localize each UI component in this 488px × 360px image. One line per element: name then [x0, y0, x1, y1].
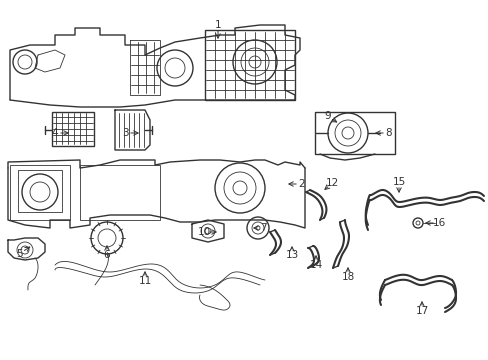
Text: 17: 17	[414, 306, 428, 316]
Bar	[204, 30, 294, 100]
Text: 13: 13	[285, 250, 298, 260]
Bar	[10, 165, 70, 220]
Text: 5: 5	[16, 249, 23, 258]
Text: 6: 6	[103, 250, 110, 260]
Text: 4: 4	[52, 128, 58, 138]
Bar	[314, 112, 394, 154]
Text: 1: 1	[214, 20, 221, 30]
Bar	[80, 165, 160, 220]
Text: 7: 7	[259, 223, 266, 233]
Text: 10: 10	[197, 227, 210, 237]
Bar	[18, 170, 62, 212]
Text: 14: 14	[309, 260, 322, 270]
Text: 3: 3	[122, 128, 128, 138]
Text: 16: 16	[431, 218, 445, 228]
Text: 9: 9	[324, 112, 330, 121]
Text: 18: 18	[341, 272, 354, 282]
Text: 12: 12	[325, 178, 338, 188]
Text: 2: 2	[298, 179, 305, 189]
Text: 15: 15	[391, 177, 405, 187]
Text: 8: 8	[385, 128, 391, 138]
Text: 11: 11	[138, 276, 151, 286]
Bar	[52, 112, 94, 146]
